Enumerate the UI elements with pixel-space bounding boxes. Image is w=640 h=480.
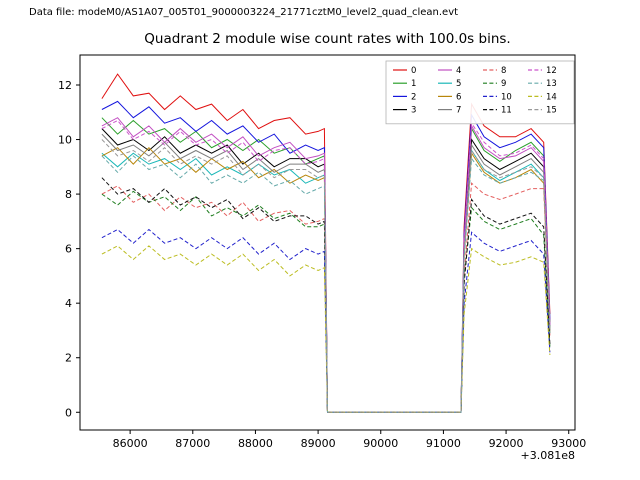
series-line-12 [101, 119, 551, 413]
series-line-0 [101, 73, 551, 413]
series-line-7 [101, 133, 551, 413]
series-line-5 [101, 148, 551, 413]
legend-label-0: 0 [411, 66, 416, 76]
x-tick-label: 93000 [551, 437, 586, 450]
y-tick-label: 2 [65, 352, 72, 365]
legend-label-13: 13 [546, 79, 557, 89]
x-tick-label: 91000 [426, 437, 461, 450]
y-tick-label: 0 [65, 406, 72, 419]
x-tick-label: 86000 [113, 437, 148, 450]
legend-label-10: 10 [501, 92, 512, 102]
chart-title: Quadrant 2 module wise count rates with … [144, 31, 511, 47]
y-tick-label: 8 [65, 188, 72, 201]
x-tick-label: 88000 [238, 437, 273, 450]
y-tick-label: 12 [58, 79, 72, 92]
legend-label-1: 1 [411, 79, 416, 89]
x-axis-offset-label: +3.081e8 [520, 449, 575, 462]
series-line-8 [101, 182, 551, 413]
series-line-11 [101, 177, 551, 413]
datafile-label: Data file: modeM0/AS1A07_005T01_90000032… [29, 7, 459, 18]
series-line-4 [101, 117, 551, 413]
y-tick-label: 10 [58, 134, 72, 147]
legend-label-3: 3 [411, 106, 416, 116]
axes-frame [79, 54, 576, 431]
x-tick-label: 90000 [363, 437, 398, 450]
series-line-2 [101, 100, 551, 413]
legend-label-6: 6 [456, 92, 461, 102]
legend-label-8: 8 [501, 66, 506, 76]
series-line-13 [101, 155, 551, 413]
legend-label-9: 9 [501, 79, 506, 89]
y-tick-label: 6 [65, 243, 72, 256]
y-tick-label: 4 [65, 297, 72, 310]
legend-box [385, 60, 575, 125]
legend-label-5: 5 [456, 79, 461, 89]
legend-label-7: 7 [456, 106, 461, 116]
x-tick-label: 89000 [301, 437, 336, 450]
series-line-9 [101, 190, 551, 413]
legend-label-15: 15 [546, 106, 557, 116]
series-line-15 [101, 139, 551, 413]
x-tick-label: 92000 [489, 437, 524, 450]
series-line-14 [101, 245, 551, 413]
legend-label-4: 4 [456, 66, 461, 76]
x-tick-label: 87000 [175, 437, 210, 450]
legend-label-14: 14 [546, 92, 557, 102]
legend-label-11: 11 [501, 106, 512, 116]
legend-label-2: 2 [411, 92, 416, 102]
series-line-10 [101, 228, 551, 413]
legend-label-12: 12 [546, 66, 557, 76]
